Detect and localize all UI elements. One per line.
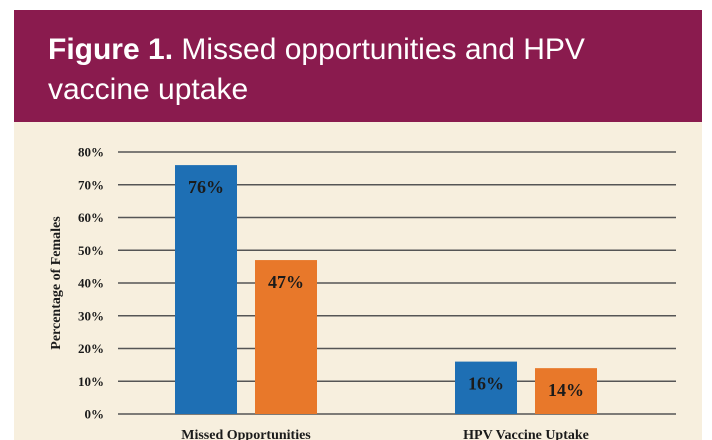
y-axis-label: Percentage of Females [49,216,64,350]
bar [255,260,317,414]
bar [455,361,517,414]
data-label: 14% [548,380,584,400]
figure-heading: Figure 1. Missed opportunities and HPV v… [48,30,668,110]
y-tick-label: 20% [78,341,104,356]
y-tick-label: 50% [78,243,104,258]
x-tick-label: HPV Vaccine Uptake [463,428,589,440]
figure-banner: Figure 1. Missed opportunities and HPV v… [14,10,702,122]
bar-chart: 0% 10% 20% 30% 40% 50% 60% 70% 80% Percentage of … [49,145,676,440]
y-tick-label: 30% [78,308,104,323]
data-label: 16% [468,374,504,394]
x-tick-label: Missed Opportunities [181,428,311,440]
bar [175,165,237,414]
y-tick-label: 10% [78,374,104,389]
bar [535,368,597,414]
figure-title: Missed opportunities and HPV vaccine upt… [48,33,585,106]
y-tick-label: 80% [78,145,104,160]
figure-label: Figure 1. [48,33,174,66]
y-tick-label: 70% [78,177,104,192]
y-tick-label: 60% [78,210,104,225]
data-label: 76% [188,177,224,197]
y-tick-label: 40% [78,276,104,291]
y-tick-label: 0% [85,407,105,422]
data-label: 47% [268,272,304,292]
figure-frame: Figure 1. Missed opportunities and HPV v… [14,10,702,440]
